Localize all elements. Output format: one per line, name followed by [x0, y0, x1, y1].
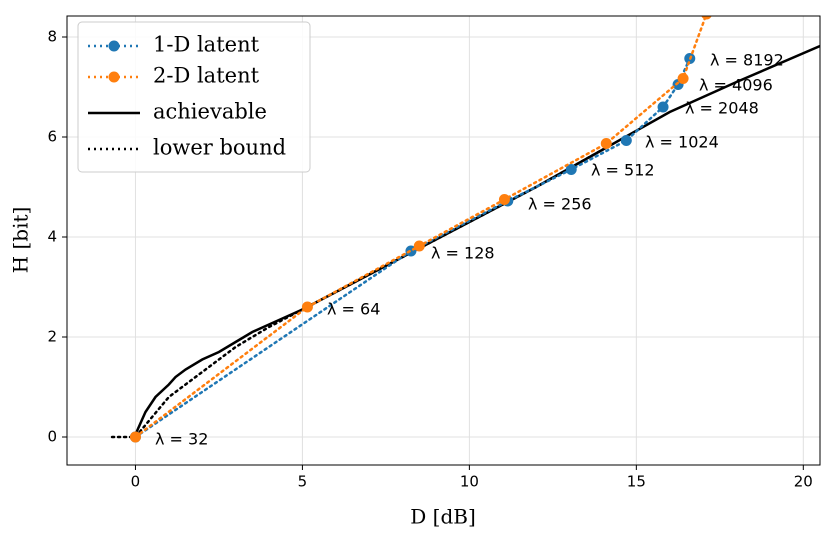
marker — [129, 431, 141, 443]
series-line — [134, 16, 708, 439]
annotation: λ = 256 — [528, 195, 592, 214]
marker — [620, 135, 632, 146]
plot-frame — [66, 15, 821, 466]
series-line — [134, 57, 692, 439]
marker — [657, 101, 669, 113]
annotation: λ = 512 — [591, 161, 655, 180]
marker — [301, 301, 313, 313]
marker — [701, 16, 712, 20]
y-tick-label: 2 — [47, 328, 57, 346]
legend-label: lower bound — [153, 136, 286, 160]
y-tick-label: 0 — [47, 428, 57, 446]
annotation: λ = 8192 — [710, 51, 784, 70]
legend-label: 2-D latent — [153, 64, 260, 88]
annotation: λ = 1024 — [645, 133, 719, 152]
marker — [498, 194, 510, 205]
x-tick-label: 0 — [131, 473, 141, 491]
annotation: λ = 4096 — [699, 76, 773, 95]
marker — [600, 138, 612, 149]
series-line — [110, 148, 605, 439]
legend-marker — [108, 40, 120, 52]
x-tick-label: 10 — [460, 473, 479, 491]
x-tick-label: 20 — [794, 473, 813, 491]
legend-label: 1-D latent — [153, 33, 260, 57]
y-axis-label: H [bit] — [9, 207, 33, 274]
marker — [565, 164, 577, 175]
y-tick-label: 8 — [47, 28, 57, 46]
marker — [677, 73, 689, 84]
annotation: λ = 2048 — [685, 99, 759, 118]
annotation: λ = 128 — [431, 244, 495, 263]
legend-marker — [108, 71, 120, 83]
legend-label: achievable — [153, 100, 267, 124]
legend-box — [77, 21, 311, 173]
y-tick-label: 4 — [47, 228, 57, 246]
annotation: λ = 32 — [155, 430, 208, 449]
annotation: λ = 64 — [327, 300, 380, 319]
x-tick-label: 15 — [627, 473, 646, 491]
x-axis-label: D [dB] — [410, 505, 476, 529]
y-tick-label: 6 — [47, 128, 57, 146]
x-tick-label: 5 — [298, 473, 308, 491]
marker — [413, 240, 425, 252]
